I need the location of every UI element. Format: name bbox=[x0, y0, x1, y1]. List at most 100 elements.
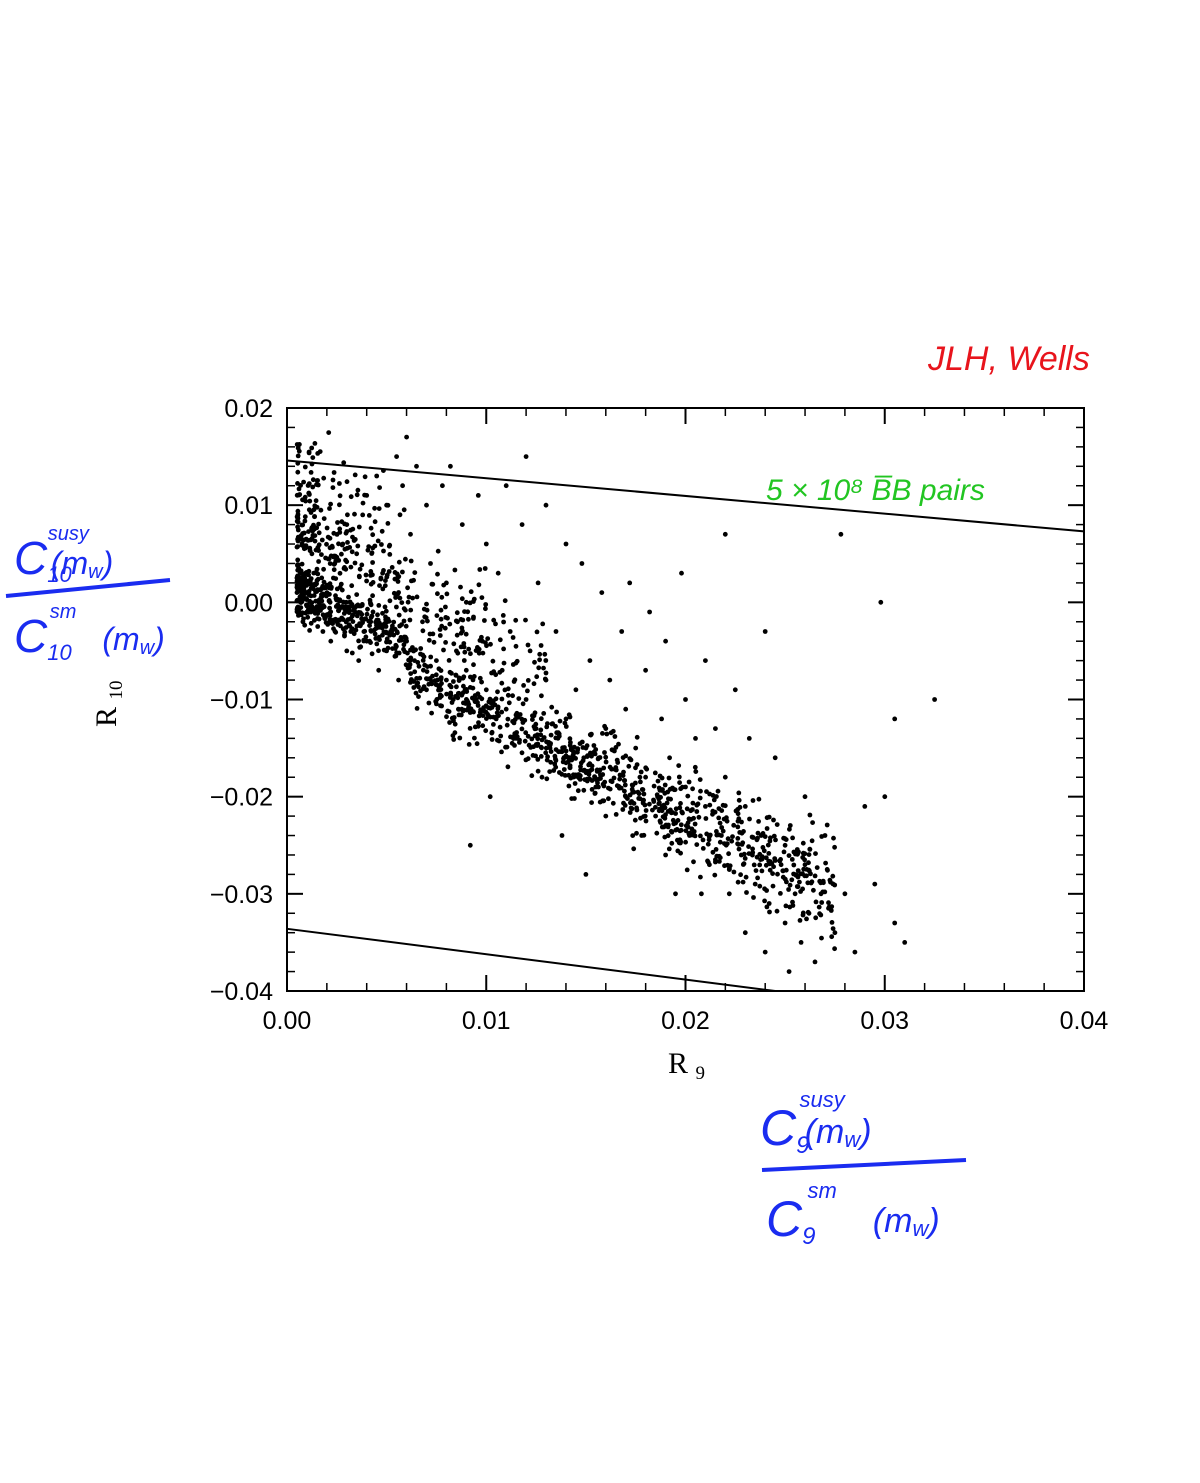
data-point bbox=[600, 731, 605, 736]
data-point bbox=[829, 934, 835, 940]
data-point bbox=[643, 667, 648, 673]
data-point bbox=[488, 714, 493, 720]
data-point bbox=[505, 692, 511, 698]
data-point bbox=[471, 662, 476, 668]
data-point bbox=[735, 811, 741, 817]
data-point bbox=[690, 807, 695, 812]
data-point bbox=[662, 782, 668, 788]
data-point bbox=[774, 908, 780, 914]
data-point bbox=[501, 619, 506, 625]
data-point bbox=[316, 559, 321, 564]
data-point bbox=[408, 655, 414, 661]
data-point bbox=[717, 839, 723, 845]
data-point bbox=[680, 810, 685, 816]
data-point bbox=[713, 857, 718, 863]
data-point bbox=[584, 778, 590, 784]
data-point bbox=[530, 713, 535, 719]
data-point bbox=[480, 713, 486, 718]
data-point bbox=[295, 563, 300, 568]
data-point bbox=[331, 567, 337, 573]
data-point bbox=[505, 686, 511, 692]
data-point bbox=[464, 707, 470, 713]
data-point bbox=[766, 901, 772, 906]
data-point bbox=[670, 810, 675, 815]
data-point bbox=[806, 867, 812, 873]
data-point bbox=[725, 862, 730, 868]
data-point bbox=[781, 849, 787, 855]
data-point bbox=[659, 788, 665, 793]
data-point bbox=[766, 814, 772, 820]
data-point bbox=[345, 512, 350, 518]
data-point bbox=[786, 853, 792, 858]
data-point bbox=[395, 574, 401, 580]
data-point bbox=[692, 821, 698, 827]
data-point bbox=[352, 472, 358, 478]
data-point bbox=[357, 610, 363, 615]
data-point bbox=[735, 824, 741, 830]
data-point bbox=[714, 832, 720, 838]
data-point bbox=[677, 805, 683, 811]
data-point bbox=[447, 669, 453, 675]
data-point bbox=[342, 521, 347, 527]
data-point bbox=[457, 735, 463, 741]
data-point bbox=[361, 637, 367, 643]
data-point bbox=[424, 669, 430, 674]
data-point bbox=[345, 540, 350, 545]
data-point bbox=[461, 700, 466, 706]
data-point bbox=[302, 464, 308, 470]
data-point bbox=[683, 828, 689, 834]
data-point bbox=[685, 820, 691, 826]
y-tick-label: 0.00 bbox=[224, 589, 273, 617]
data-point bbox=[342, 606, 347, 612]
data-point bbox=[490, 658, 496, 664]
data-point bbox=[295, 578, 300, 584]
data-point bbox=[295, 527, 301, 533]
data-point bbox=[368, 569, 374, 574]
data-point bbox=[676, 774, 682, 780]
data-point bbox=[362, 474, 368, 480]
data-point bbox=[459, 625, 465, 631]
data-point bbox=[337, 481, 342, 486]
data-point bbox=[742, 856, 748, 861]
data-point bbox=[476, 582, 482, 588]
data-point bbox=[308, 470, 314, 475]
data-point bbox=[821, 880, 826, 886]
data-point bbox=[621, 800, 626, 806]
data-point bbox=[706, 834, 712, 839]
data-point bbox=[553, 747, 559, 752]
data-point bbox=[309, 604, 315, 610]
data-point bbox=[553, 758, 559, 763]
data-point bbox=[750, 798, 756, 803]
data-point bbox=[832, 844, 837, 850]
data-point bbox=[664, 800, 670, 806]
data-point bbox=[753, 868, 759, 873]
data-point bbox=[405, 599, 411, 605]
data-point bbox=[672, 787, 678, 793]
data-point bbox=[342, 546, 348, 552]
data-point bbox=[297, 595, 303, 600]
data-point bbox=[529, 736, 535, 742]
data-point bbox=[557, 770, 562, 775]
data-point bbox=[337, 530, 343, 535]
data-point bbox=[368, 525, 374, 531]
data-point bbox=[312, 441, 318, 446]
data-point bbox=[377, 583, 382, 588]
data-point bbox=[562, 720, 568, 726]
data-point bbox=[330, 485, 336, 490]
data-point bbox=[607, 677, 613, 683]
data-point bbox=[385, 502, 391, 508]
data-point bbox=[396, 677, 401, 683]
data-point bbox=[771, 833, 777, 839]
data-point bbox=[690, 786, 695, 792]
data-point bbox=[719, 808, 725, 813]
data-point bbox=[824, 822, 830, 828]
data-point bbox=[637, 796, 643, 802]
data-point bbox=[657, 800, 662, 806]
data-point bbox=[396, 559, 402, 565]
data-point bbox=[587, 732, 593, 738]
data-point bbox=[602, 723, 607, 729]
data-point bbox=[526, 742, 532, 748]
data-point bbox=[397, 512, 403, 518]
data-point bbox=[631, 846, 637, 852]
data-point bbox=[617, 776, 623, 782]
